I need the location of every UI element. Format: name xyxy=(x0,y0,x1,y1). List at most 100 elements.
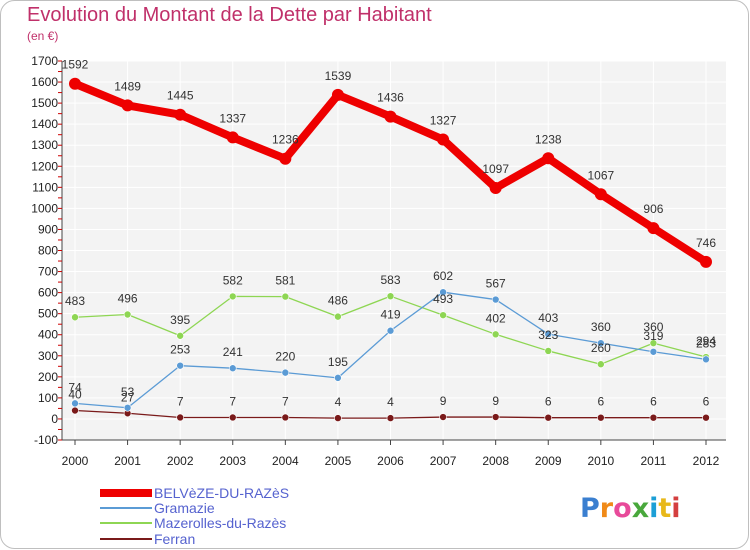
data-point xyxy=(597,360,605,369)
data-label: 1539 xyxy=(325,69,352,83)
data-point xyxy=(386,292,395,300)
data-point xyxy=(386,414,395,422)
data-label: 360 xyxy=(643,320,663,334)
y-tick-label: 1000 xyxy=(31,201,58,215)
data-label: 294 xyxy=(696,334,716,348)
data-point xyxy=(489,181,502,194)
data-label: 1238 xyxy=(535,132,562,146)
data-label: 7 xyxy=(282,394,289,408)
data-labels-3: 483 496 395 582 581 486 583 493 402 323 260 360 294 xyxy=(65,273,716,355)
data-label: 260 xyxy=(591,341,611,355)
data-point xyxy=(594,188,607,201)
x-tick-label: 2000 xyxy=(62,454,89,468)
data-label: 493 xyxy=(433,292,453,306)
series-3 xyxy=(71,292,710,369)
y-tick-label: 900 xyxy=(38,222,58,236)
data-label: 4 xyxy=(387,395,394,409)
series-1 xyxy=(69,77,712,268)
data-label: 1337 xyxy=(219,111,246,125)
x-tick-label: 2001 xyxy=(114,454,141,468)
data-label: 1097 xyxy=(482,162,509,176)
data-label: 1327 xyxy=(430,114,457,128)
data-point xyxy=(226,131,239,144)
y-tick-label: 1300 xyxy=(31,138,58,152)
y-tick-label: -100 xyxy=(34,433,58,447)
data-labels-4: 40 27 7 7 7 4 4 9 9 6 6 6 6 xyxy=(68,388,709,410)
data-point xyxy=(174,108,187,121)
x-tick-label: 2006 xyxy=(377,454,404,468)
data-label: 419 xyxy=(380,308,400,322)
data-label: 567 xyxy=(486,277,506,291)
data-point xyxy=(228,364,237,373)
data-label: 6 xyxy=(545,395,552,409)
data-point xyxy=(176,361,184,370)
data-point xyxy=(123,403,132,412)
data-point xyxy=(702,413,710,422)
chart-title: Evolution du Montant de la Dette par Hab… xyxy=(27,4,432,26)
data-label: 27 xyxy=(121,390,135,404)
data-label: 360 xyxy=(591,320,611,334)
data-label: 220 xyxy=(275,350,295,364)
data-point xyxy=(71,399,79,408)
y-tick-label: 800 xyxy=(38,244,58,258)
series-4 xyxy=(71,406,710,422)
data-label: 9 xyxy=(440,394,447,408)
legend: BELVèZE-DU-RAZèSGramazieMazerolles-du-Ra… xyxy=(100,485,289,547)
data-label: 746 xyxy=(696,236,716,250)
y-tick-label: 1400 xyxy=(31,117,58,131)
data-point xyxy=(228,292,237,301)
y-tick-label: 600 xyxy=(38,286,58,300)
data-label: 1489 xyxy=(114,79,141,93)
y-tick-label: 1500 xyxy=(31,96,58,110)
data-label: 283 xyxy=(696,336,716,350)
series-2 xyxy=(71,288,710,412)
data-label: 6 xyxy=(650,395,657,409)
data-label: 403 xyxy=(538,311,558,325)
data-point xyxy=(281,292,290,301)
data-label: 9 xyxy=(492,394,499,408)
data-point xyxy=(544,347,553,355)
y-tick-label: 1200 xyxy=(31,159,58,173)
data-label: 581 xyxy=(275,274,295,288)
chart-subtitle: (en €) xyxy=(27,29,59,43)
data-point xyxy=(439,413,447,421)
y-tick-label: 100 xyxy=(38,391,58,405)
y-tick-label: 500 xyxy=(38,307,58,321)
gridlines xyxy=(62,60,726,441)
data-label: 1236 xyxy=(272,133,299,147)
data-label: 1436 xyxy=(377,91,404,105)
data-point xyxy=(649,339,658,347)
data-point xyxy=(647,222,660,235)
data-label: 323 xyxy=(538,328,558,342)
data-point xyxy=(176,331,184,340)
data-label: 486 xyxy=(328,294,348,308)
data-point xyxy=(491,330,500,339)
data-label: 582 xyxy=(223,273,243,287)
data-point xyxy=(384,110,397,123)
data-label: 602 xyxy=(433,269,453,283)
legend-label: Ferran xyxy=(154,531,195,547)
y-tick-label: 1600 xyxy=(31,75,58,89)
data-point xyxy=(439,311,447,319)
x-tick-label: 2002 xyxy=(167,454,194,468)
data-point xyxy=(176,413,184,422)
data-label: 4 xyxy=(335,395,342,409)
x-tick-label: 2012 xyxy=(693,454,720,468)
y-tick-label: 0 xyxy=(51,412,58,426)
x-tick-label: 2011 xyxy=(641,454,667,468)
data-label: 402 xyxy=(486,311,506,325)
data-point xyxy=(281,413,290,422)
y-tick-label: 400 xyxy=(38,328,58,342)
data-label: 241 xyxy=(223,345,243,359)
data-point xyxy=(544,413,553,422)
data-point xyxy=(279,152,292,165)
x-tick-label: 2005 xyxy=(325,454,352,468)
data-point xyxy=(700,255,712,268)
data-label: 40 xyxy=(68,388,82,402)
data-point xyxy=(544,330,553,338)
data-point xyxy=(331,88,344,101)
data-point xyxy=(491,413,500,421)
y-tick-label: 200 xyxy=(38,370,58,384)
